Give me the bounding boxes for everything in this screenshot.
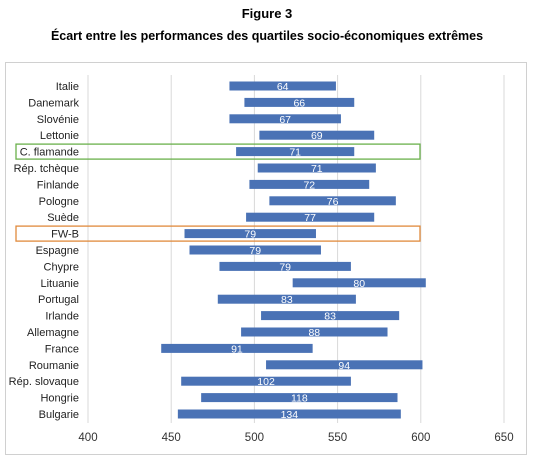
data-label-hongrie: 118 [291,393,308,405]
data-label-france: 91 [231,343,243,355]
category-label-allemagne: Allemagne [27,327,79,339]
bar-rep-tcheque [257,163,376,173]
bar-danemark [244,97,355,107]
bar-allemagne [241,327,388,337]
bar-italie [229,81,336,91]
category-label-espagne: Espagne [36,245,79,257]
figure-label: Figure 3 [241,6,293,21]
data-label-bulgarie: 134 [281,409,299,421]
category-label-irlande: Irlande [45,311,79,323]
category-label-fw-b: FW-B [51,229,79,241]
x-tick-label-650: 650 [494,432,513,444]
bar-irlande [261,311,400,321]
highlight-box-fw-b [15,225,421,242]
data-label-portugal: 83 [281,294,293,306]
bar-france [161,343,313,353]
category-label-portugal: Portugal [38,294,79,306]
data-label-pologne: 76 [327,196,339,208]
bar-slovenie [229,114,341,124]
category-label-pologne: Pologne [39,196,79,208]
data-label-c-flamande: 71 [289,147,301,159]
category-label-rep-slovaque: Rép. slovaque [9,376,79,388]
bar-hongrie [201,393,398,403]
category-label-c-flamande: C. flamande [20,147,79,159]
category-label-danemark: Danemark [28,97,79,109]
bar-pologne [269,196,396,206]
category-label-hongrie: Hongrie [40,393,79,405]
category-label-roumanie: Roumanie [29,360,79,372]
bar-chypre [219,261,351,271]
data-label-roumanie: 94 [338,360,350,372]
bar-bulgarie [177,409,401,419]
data-label-danemark: 66 [293,97,305,109]
category-label-france: France [45,343,79,355]
category-label-bulgarie: Bulgarie [39,409,79,421]
data-label-fw-b: 79 [244,229,256,241]
data-label-lettonie: 69 [311,130,323,142]
category-label-italie: Italie [56,81,79,93]
data-label-espagne: 79 [249,245,261,257]
figure-title: Écart entre les performances des quartil… [50,29,484,43]
bar-c-flamande [236,147,355,157]
data-label-finlande: 72 [303,179,315,191]
x-tick-label-400: 400 [78,432,97,444]
category-label-finlande: Finlande [37,179,79,191]
bar-lettonie [259,130,375,140]
data-label-chypre: 79 [279,261,291,273]
data-label-rep-tcheque: 71 [311,163,323,175]
category-label-slovenie: Slovénie [37,114,79,126]
bar-portugal [217,294,356,304]
data-label-rep-slovaque: 102 [257,376,275,388]
data-label-italie: 64 [277,81,289,93]
category-label-lituanie: Lituanie [40,278,79,290]
data-label-slovenie: 67 [279,114,291,126]
category-label-rep-tcheque: Rép. tchèque [14,163,79,175]
x-tick-label-500: 500 [245,432,264,444]
data-label-irlande: 83 [324,311,336,323]
bar-espagne [189,245,321,255]
x-tick-label-600: 600 [411,432,430,444]
data-label-suede: 77 [304,212,316,224]
x-tick-label-450: 450 [162,432,181,444]
category-label-suede: Suède [47,212,79,224]
data-label-allemagne: 88 [308,327,320,339]
bar-finlande [249,179,370,189]
x-tick-label-550: 550 [328,432,347,444]
bar-roumanie [266,360,423,370]
bar-suede [246,212,375,222]
category-label-chypre: Chypre [44,261,79,273]
data-label-lituanie: 80 [353,278,365,290]
bar-lituanie [292,278,426,288]
chart-frame [5,62,527,455]
bar-fw-b [184,229,316,239]
highlight-box-c-flamande [15,143,421,160]
bar-rep-slovaque [181,376,351,386]
category-label-lettonie: Lettonie [40,130,79,142]
